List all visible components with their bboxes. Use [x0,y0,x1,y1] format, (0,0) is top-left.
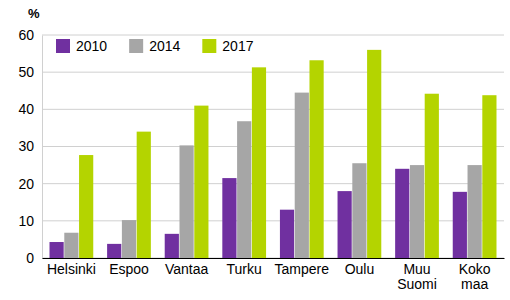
y-tick: 40 [18,101,42,117]
legend-item: 2010 [56,38,107,54]
bar [295,93,309,258]
bar [237,121,251,258]
legend-item: 2017 [202,38,253,54]
legend-label: 2014 [149,38,180,54]
grid-line [42,72,504,73]
y-tick: 30 [18,138,42,154]
bar [352,163,366,258]
bar [395,169,409,258]
x-tick: Turku [227,258,262,277]
legend-swatch [202,39,216,53]
bar [165,234,179,258]
legend: 2010 2014 2017 [56,38,254,54]
bar [425,94,439,258]
y-axis-title: % [28,6,40,21]
x-tick-label: MuuSuomi [397,261,437,292]
plot: 0 10 20 30 40 50 60 Helsinki Espoo Vantaa Turku Tam… [18,27,504,292]
y-axis: 0 10 20 30 40 50 60 [18,27,42,266]
y-tick-label: 10 [18,213,34,229]
legend-label: 2010 [76,38,107,54]
grid-line [42,35,504,36]
x-tick: Kokomaa [459,258,491,292]
x-tick-label: Oulu [345,261,375,277]
y-axis-line [42,36,43,259]
bar [338,191,352,258]
bar [468,165,482,258]
bar [122,220,136,258]
bar [410,165,424,258]
grid [42,35,504,258]
legend-swatch [129,39,143,53]
bar [179,145,193,258]
bar [453,192,467,258]
x-tick: Helsinki [47,258,96,277]
legend-swatch [56,39,70,53]
x-tick: Oulu [345,258,375,277]
bar [280,210,294,258]
legend-label: 2017 [222,38,253,54]
bar [64,233,78,258]
bar [107,244,121,258]
y-tick: 50 [18,64,42,80]
series [64,93,481,258]
series [79,50,496,258]
x-tick-label: Helsinki [47,261,96,277]
bar [309,60,323,258]
y-tick-label: 0 [26,250,34,266]
bar [367,50,381,258]
y-tick: 0 [26,250,42,266]
x-tick-label: Tampere [275,261,330,277]
y-tick-label: 30 [18,138,34,154]
legend-item: 2014 [129,38,180,54]
x-tick-label: Kokomaa [459,261,491,292]
x-tick-label: Espoo [109,261,149,277]
x-tick: Vantaa [165,258,209,277]
y-tick: 60 [18,27,42,43]
bar [252,67,266,258]
bars [50,50,497,258]
x-axis-line [43,258,505,259]
x-tick: MuuSuomi [397,258,437,292]
x-tick: Tampere [275,258,330,277]
bar [194,106,208,258]
bar [222,178,236,258]
y-tick-label: 40 [18,101,34,117]
y-tick: 10 [18,213,42,229]
y-tick-label: 60 [18,27,34,43]
y-tick-label: 50 [18,64,34,80]
bar [79,155,93,258]
x-axis: Helsinki Espoo Vantaa Turku Tampere Oulu MuuSu… [43,258,505,292]
bar [137,132,151,258]
y-tick-label: 20 [18,176,34,192]
chart: 0 10 20 30 40 50 60 Helsinki Espoo Vantaa Turku Tam… [0,0,510,300]
x-tick: Espoo [109,258,149,277]
x-tick-label: Turku [227,261,262,277]
bar [482,95,496,258]
y-tick: 20 [18,176,42,192]
bar [50,242,64,258]
x-tick-label: Vantaa [165,261,209,277]
